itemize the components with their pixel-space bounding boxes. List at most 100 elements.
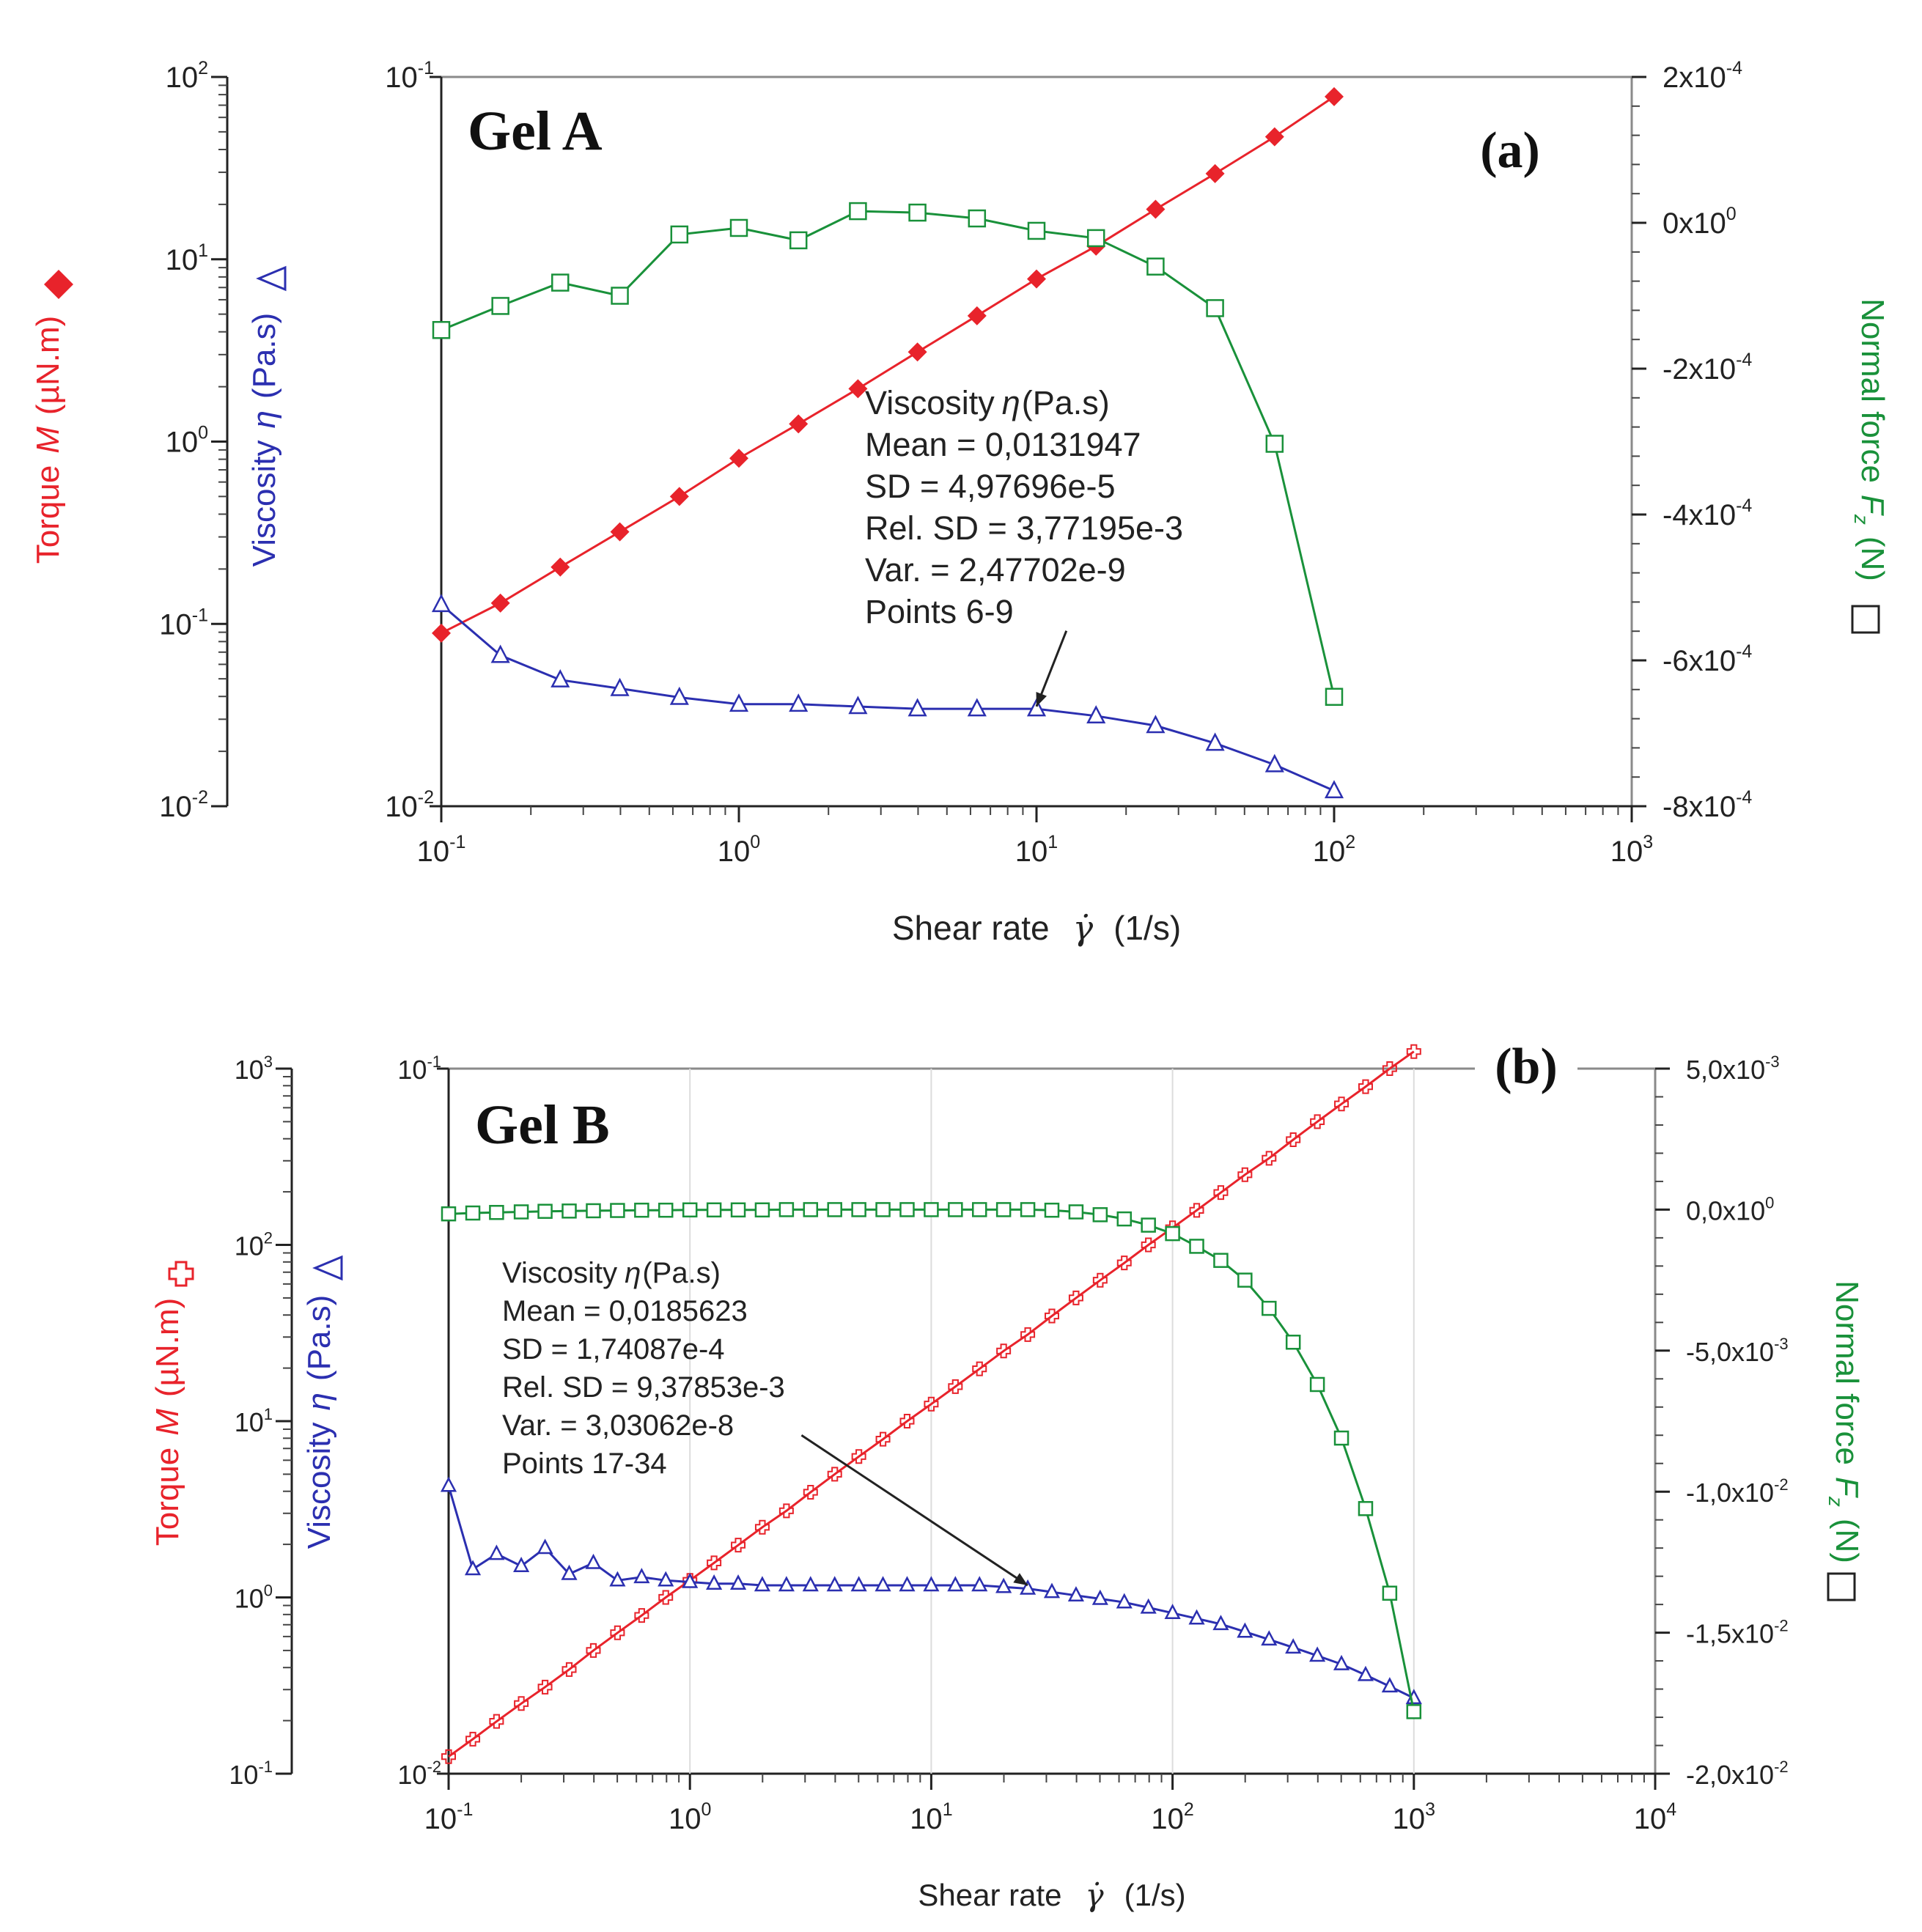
normal-force-point bbox=[778, 1202, 795, 1217]
viscosity-point bbox=[1357, 1665, 1374, 1681]
viscosity-point bbox=[971, 1576, 988, 1592]
normal-force-point bbox=[1213, 1253, 1229, 1268]
torque-point bbox=[1116, 1256, 1132, 1271]
stats-annotation-line: Points 17-34 bbox=[502, 1448, 667, 1480]
torque-tick-label-mantissa: 10 bbox=[166, 427, 199, 459]
x-tick-label-mantissa: 10 bbox=[669, 1803, 702, 1835]
x-tick-label-mantissa: 10 bbox=[1610, 836, 1643, 868]
series-line-torque bbox=[448, 1050, 1415, 1758]
normal-force-tick-label-mantissa: -8x10 bbox=[1663, 791, 1736, 823]
normal-force-point bbox=[491, 297, 509, 315]
normal-force-axis-title-unit: (N) bbox=[1829, 1519, 1865, 1563]
x-tick-label: 100 bbox=[669, 1799, 711, 1835]
torque-tick-label-exponent: -1 bbox=[258, 1758, 273, 1776]
normal-force-point bbox=[1309, 1376, 1325, 1393]
stats-annotation-line: Viscosity η(Pa.s) bbox=[865, 384, 1110, 421]
normal-force-point bbox=[634, 1202, 649, 1218]
normal-force-tick-label-mantissa: -1,0x10 bbox=[1686, 1478, 1774, 1508]
viscosity-point bbox=[537, 1538, 553, 1555]
x-axis-title-symbol: γ̇ bbox=[1073, 908, 1094, 948]
normal-force-tick-label: -4x10-4 bbox=[1663, 495, 1752, 531]
torque-tick-label: 10-1 bbox=[229, 1758, 273, 1790]
torque-axis-title-unit: (µN.m) bbox=[150, 1298, 185, 1397]
panel-label: (a) bbox=[1480, 122, 1540, 179]
normal-force-point bbox=[948, 1202, 963, 1217]
torque-axis-title-symbol: M bbox=[30, 427, 66, 454]
viscosity-tick-label-mantissa: 10 bbox=[397, 1055, 427, 1085]
torque-tick-label-exponent: 2 bbox=[198, 58, 208, 78]
torque-axis-title-symbol: M bbox=[150, 1409, 185, 1436]
stats-annotation-text: Rel. SD = 9,37853e-3 bbox=[502, 1371, 785, 1404]
normal-force-axis-title-unit: (N) bbox=[1855, 537, 1890, 581]
normal-force-point bbox=[610, 1203, 625, 1218]
normal-force-point bbox=[803, 1202, 819, 1217]
torque-point bbox=[1092, 1272, 1108, 1288]
torque-point bbox=[754, 1519, 770, 1535]
panel-label-background bbox=[1475, 1038, 1577, 1096]
normal-force-tick-label-exponent: -2 bbox=[1774, 1475, 1789, 1494]
viscosity-point bbox=[488, 1544, 505, 1560]
normal-force-tick-label: -6x10-4 bbox=[1663, 641, 1752, 677]
normal-force-point bbox=[1382, 1585, 1398, 1601]
normal-force-point bbox=[1206, 299, 1224, 317]
torque-point bbox=[972, 1361, 987, 1376]
torque-tick-label-mantissa: 10 bbox=[166, 62, 199, 94]
x-tick-label-exponent: 4 bbox=[1666, 1799, 1676, 1820]
viscosity-point bbox=[1140, 1598, 1157, 1614]
normal-force-tick-label-mantissa: -5,0x10 bbox=[1686, 1337, 1774, 1367]
torque-tick-label: 10-1 bbox=[159, 605, 208, 641]
torque-point bbox=[551, 557, 570, 577]
normal-force-point bbox=[1086, 229, 1105, 248]
normal-force-tick-label: -8x10-4 bbox=[1663, 787, 1752, 823]
x-axis-title-unit: (1/s) bbox=[1124, 1878, 1186, 1912]
normal-force-tick-label-mantissa: 0x10 bbox=[1663, 207, 1726, 240]
viscosity-point bbox=[1261, 1630, 1278, 1646]
viscosity-tick-label-mantissa: 10 bbox=[397, 1760, 427, 1790]
torque-tick-label-mantissa: 10 bbox=[159, 791, 192, 823]
torque-point bbox=[948, 1379, 963, 1394]
viscosity-point bbox=[802, 1576, 819, 1592]
normal-force-point bbox=[658, 1202, 674, 1218]
x-tick-label-exponent: -1 bbox=[449, 832, 465, 852]
torque-point bbox=[1334, 1096, 1350, 1112]
stats-annotation-symbol: η bbox=[625, 1257, 641, 1289]
normal-force-point bbox=[670, 225, 689, 244]
torque-tick-label-exponent: 0 bbox=[198, 423, 208, 443]
stats-annotation-line: Var. = 3,03062e-8 bbox=[502, 1409, 734, 1442]
normal-force-tick-label-mantissa: -2x10 bbox=[1663, 353, 1736, 386]
normal-force-axis-title-symbol: F bbox=[1855, 495, 1890, 516]
torque-point bbox=[465, 1731, 481, 1747]
normal-force-point bbox=[513, 1204, 529, 1220]
x-tick-label: 102 bbox=[1151, 1799, 1193, 1835]
normal-force-point bbox=[1237, 1272, 1253, 1288]
x-tick-label-exponent: 2 bbox=[1184, 1799, 1194, 1820]
viscosity-point bbox=[729, 693, 749, 712]
viscosity-point bbox=[1086, 705, 1106, 724]
stats-annotation-symbol: η bbox=[1002, 384, 1020, 421]
normal-force-point bbox=[1406, 1704, 1422, 1719]
x-tick-label: 101 bbox=[910, 1799, 952, 1835]
stats-annotation-text: Rel. SD = 3,77195e-3 bbox=[865, 509, 1183, 547]
viscosity-point bbox=[1026, 698, 1047, 717]
torque-point bbox=[490, 593, 510, 613]
normal-force-point bbox=[908, 203, 927, 222]
normal-force-point bbox=[851, 1202, 866, 1217]
viscosity-point bbox=[1116, 1593, 1133, 1609]
viscosity-point bbox=[513, 1557, 530, 1572]
x-tick-label-exponent: 3 bbox=[1643, 832, 1653, 852]
viscosity-tick-label-exponent: -1 bbox=[427, 1052, 441, 1071]
x-tick-label-mantissa: 10 bbox=[910, 1803, 943, 1835]
stats-annotation-unit: (Pa.s) bbox=[1022, 384, 1110, 421]
viscosity-point bbox=[1324, 780, 1344, 799]
normal-force-tick-label: -5,0x10-3 bbox=[1686, 1335, 1789, 1367]
torque-tick-label-mantissa: 10 bbox=[159, 608, 192, 641]
stats-annotation-text: Viscosity bbox=[865, 384, 995, 421]
normal-force-point bbox=[682, 1202, 698, 1218]
torque-tick-label-exponent: 2 bbox=[264, 1229, 273, 1247]
torque-point bbox=[875, 1431, 891, 1447]
normal-force-point bbox=[789, 231, 808, 250]
torque-point bbox=[669, 487, 689, 506]
normal-force-tick-label: -2,0x10-2 bbox=[1686, 1758, 1789, 1790]
stats-annotation-text: Mean = 0,0131947 bbox=[865, 426, 1141, 463]
normal-force-tick-label-exponent: -4 bbox=[1736, 641, 1752, 662]
